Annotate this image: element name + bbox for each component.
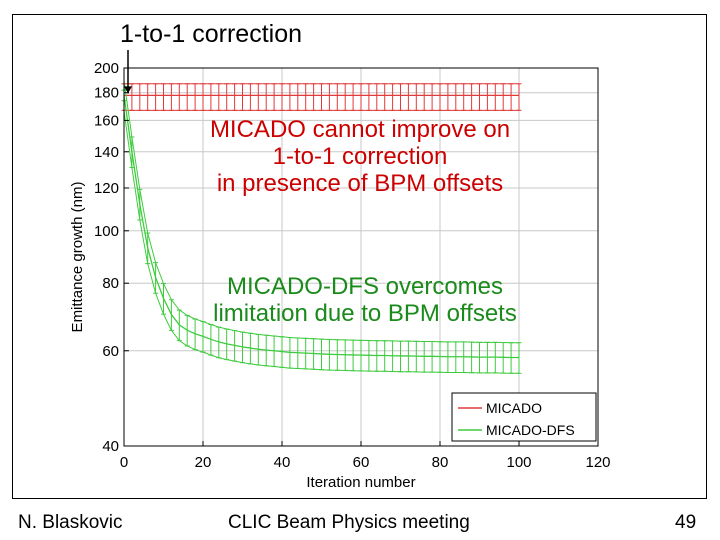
legend-label-micado: MICADO (486, 400, 542, 416)
annotation-micado-line-1: MICADO cannot improve on (209, 116, 511, 143)
x-tick-label: 40 (274, 454, 291, 471)
annotation-dfs-line-1: MICADO-DFS overcomes (226, 273, 504, 300)
x-tick-label: 20 (195, 454, 212, 471)
series-line-micado-dfs (123, 95, 519, 359)
callout-arrow-head (124, 86, 132, 94)
annotation-micado-line-2: 1-to-1 correction (272, 143, 448, 170)
y-tick-label: 140 (94, 144, 119, 161)
y-tick-label: 160 (94, 112, 119, 129)
y-tick-label: 80 (102, 275, 119, 292)
x-tick-label: 60 (353, 454, 370, 471)
series-upper-micado-dfs (123, 80, 519, 344)
y-tick-label: 60 (102, 343, 119, 360)
y-tick-label: 40 (102, 438, 119, 455)
footer-author: N. Blaskovic (18, 512, 123, 533)
footer-meeting: CLIC Beam Physics meeting (228, 512, 470, 533)
annotation-dfs-line-2: limitation due to BPM offsets (213, 300, 517, 327)
x-tick-label: 0 (120, 454, 128, 471)
y-tick-label: 120 (94, 180, 119, 197)
footer-page-number: 49 (675, 512, 697, 533)
x-tick-label: 80 (432, 454, 449, 471)
x-axis-title: Iteration number (306, 474, 415, 491)
slide-frame (12, 14, 707, 499)
legend-label-micado-dfs: MICADO-DFS (486, 422, 575, 438)
annotation-micado-dfs: MICADO-DFS overcomes limitation due to B… (180, 273, 550, 327)
legend-box (451, 392, 597, 442)
x-tick-label: 120 (585, 454, 610, 471)
y-tick-label: 100 (94, 223, 119, 240)
series-lower-micado-dfs (123, 111, 519, 374)
x-tick-label: 100 (506, 454, 531, 471)
callout-1-to-1: 1-to-1 correction (120, 20, 303, 48)
annotation-micado: MICADO cannot improve on 1-to-1 correcti… (180, 116, 540, 197)
y-axis-title: Emittance growth (nm) (69, 182, 86, 333)
y-tick-label: 180 (94, 85, 119, 102)
annotation-micado-line-3: in presence of BPM offsets (216, 170, 504, 197)
y-tick-label: 200 (94, 60, 119, 77)
